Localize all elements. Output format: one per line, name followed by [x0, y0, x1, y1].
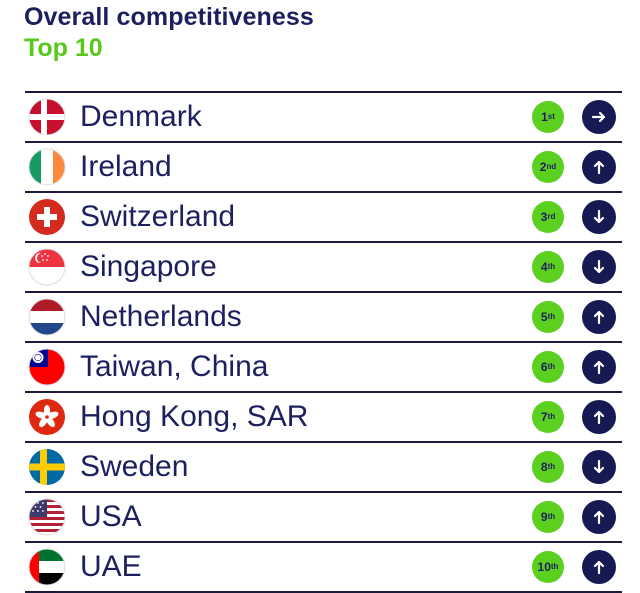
netherlands-flag-icon: [28, 298, 66, 336]
country-name: Switzerland: [80, 200, 236, 233]
country-name: Taiwan, China: [80, 350, 269, 383]
uae-flag-icon: [28, 548, 66, 586]
country-name: Singapore: [80, 250, 217, 283]
arrow-down-icon: [582, 200, 616, 234]
arrow-up-icon: [582, 150, 616, 184]
hong-kong-flag-icon: [28, 398, 66, 436]
denmark-flag-icon: [28, 98, 66, 136]
ireland-flag-icon: [28, 148, 66, 186]
arrow-up-icon: [582, 550, 616, 584]
arrow-up-icon: [582, 400, 616, 434]
country-name: USA: [80, 500, 142, 533]
singapore-flag-icon: [28, 248, 66, 286]
country-name: Hong Kong, SAR: [80, 400, 309, 433]
country-name: UAE: [80, 550, 142, 583]
arrow-up-icon: [582, 500, 616, 534]
arrow-up-icon: [582, 350, 616, 384]
arrow-up-icon: [582, 300, 616, 334]
usa-flag-icon: [28, 498, 66, 536]
country-name: Netherlands: [80, 300, 242, 333]
arrow-right-icon: [582, 100, 616, 134]
title: Overall competitiveness: [24, 3, 314, 31]
sweden-flag-icon: [28, 448, 66, 486]
country-name: Sweden: [80, 450, 189, 483]
taiwan-flag-icon: [28, 348, 66, 386]
country-name: Denmark: [80, 100, 202, 133]
subtitle: Top 10: [24, 34, 103, 62]
switzerland-flag-icon: [28, 198, 66, 236]
arrow-down-icon: [582, 250, 616, 284]
arrow-down-icon: [582, 450, 616, 484]
country-name: Ireland: [80, 150, 172, 183]
